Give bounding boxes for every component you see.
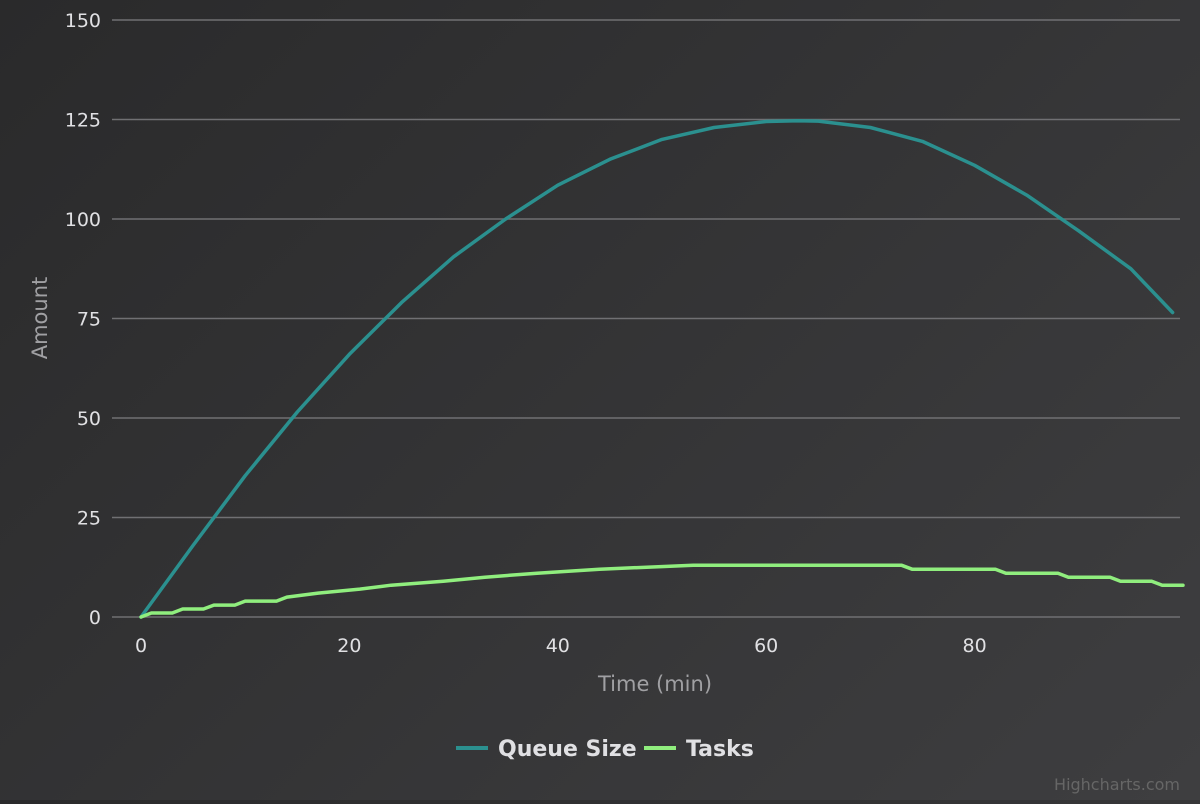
y-tick-label: 75 xyxy=(77,309,101,331)
y-tick-label: 100 xyxy=(65,209,101,231)
x-tick-label: 80 xyxy=(963,635,987,657)
series-lines[interactable] xyxy=(139,118,1185,619)
grid-lines xyxy=(112,19,1180,618)
y-tick-label: 50 xyxy=(77,408,101,430)
x-tick-label: 0 xyxy=(135,635,147,657)
y-axis-tick-labels: 0 25 50 75 100 125 150 xyxy=(65,10,101,629)
series-line-queue-size[interactable] xyxy=(139,118,1175,619)
y-tick-label: 25 xyxy=(77,508,101,530)
series-line-tasks[interactable] xyxy=(139,563,1185,619)
legend-label: Tasks xyxy=(686,737,754,762)
x-tick-label: 60 xyxy=(754,635,778,657)
credits-link[interactable]: Highcharts.com xyxy=(1054,775,1180,794)
x-axis-tick-labels: 0 20 40 60 80 xyxy=(135,635,987,657)
legend-label: Queue Size xyxy=(498,737,637,762)
y-tick-label: 125 xyxy=(65,110,101,132)
legend-item-tasks[interactable]: Tasks xyxy=(644,737,754,762)
x-tick-label: 20 xyxy=(337,635,361,657)
legend[interactable]: Queue Size Tasks xyxy=(456,737,754,762)
legend-item-queue-size[interactable]: Queue Size xyxy=(456,737,637,762)
x-axis-title: Time (min) xyxy=(597,672,712,696)
y-tick-label: 0 xyxy=(89,607,101,629)
y-axis-title: Amount xyxy=(28,277,52,360)
y-tick-label: 150 xyxy=(65,10,101,32)
x-tick-label: 40 xyxy=(546,635,570,657)
